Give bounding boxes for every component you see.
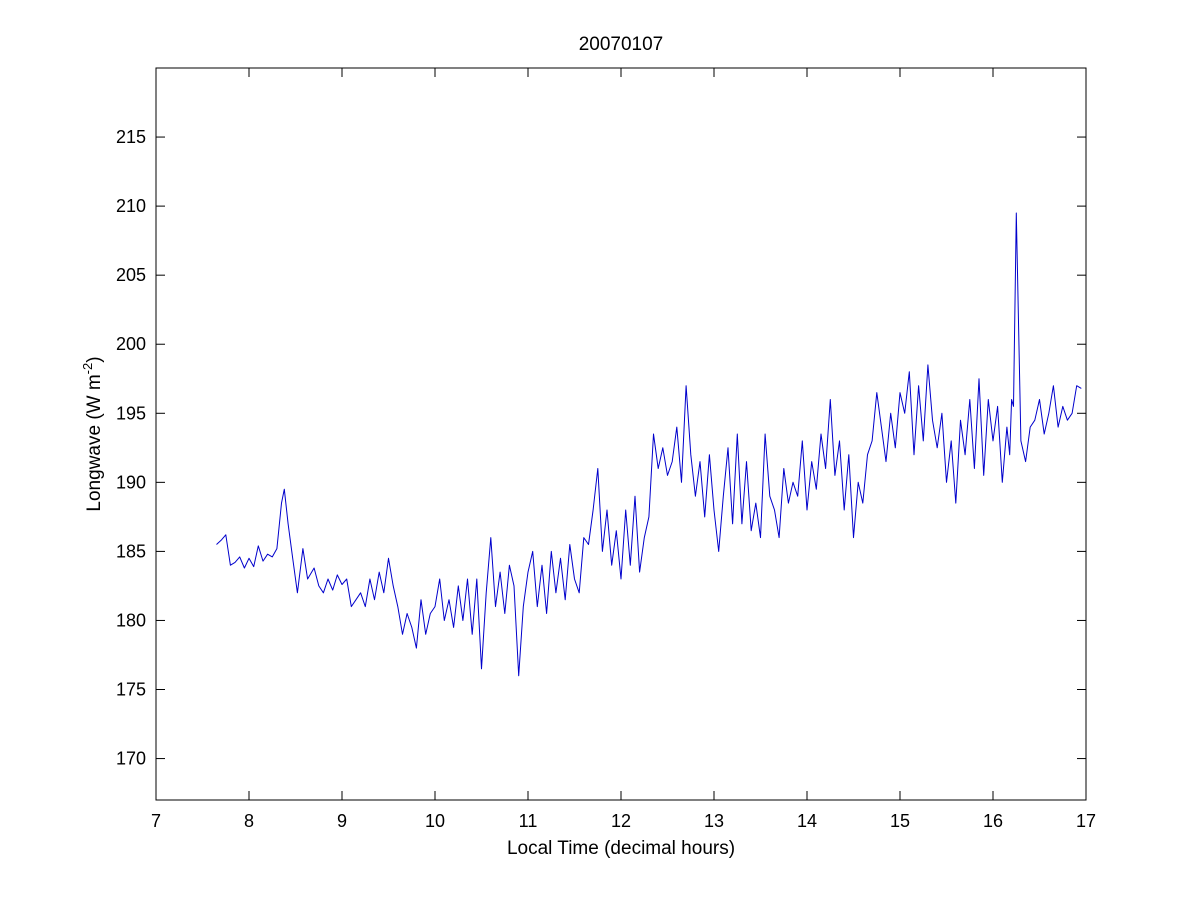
x-tick-label: 7	[151, 811, 161, 831]
chart-title: 20070107	[579, 34, 664, 55]
y-tick-label: 200	[116, 334, 146, 354]
x-tick-label: 14	[797, 811, 817, 831]
x-tick-label: 9	[337, 811, 347, 831]
y-tick-label: 205	[116, 265, 146, 285]
y-axis-title-suffix: )	[84, 356, 105, 362]
series-layer	[216, 212, 1082, 677]
x-tick-label: 8	[244, 811, 254, 831]
ticks-layer: 7 8 9 10 11 12 13 14 15 16 17 170 175 180 185 190 195 200…	[116, 68, 1096, 831]
y-tick-label: 180	[116, 610, 146, 630]
y-axis-title: Longwave (W m-2)	[80, 356, 105, 511]
y-tick-label: 175	[116, 680, 146, 700]
y-tick-label: 170	[116, 749, 146, 769]
x-tick-label: 11	[519, 811, 538, 831]
y-tick-label: 195	[116, 403, 146, 423]
x-tick-label: 10	[425, 811, 445, 831]
plot-frame	[155, 67, 1087, 801]
y-tick-label: 185	[116, 541, 146, 561]
x-tick-label: 17	[1076, 811, 1096, 831]
x-tick-label: 12	[611, 811, 631, 831]
y-tick-label: 215	[116, 127, 146, 147]
x-tick-label: 13	[704, 811, 724, 831]
x-axis-title: Local Time (decimal hours)	[507, 838, 735, 859]
y-axis-title-text: Longwave (W m	[84, 374, 105, 511]
y-axis-title-superscript: -2	[80, 363, 95, 375]
y-tick-label: 210	[116, 196, 146, 216]
x-tick-label: 15	[890, 811, 910, 831]
series-line	[216, 212, 1082, 677]
x-tick-label: 16	[983, 811, 1003, 831]
plot-area	[156, 68, 1086, 800]
y-tick-label: 190	[116, 472, 146, 492]
